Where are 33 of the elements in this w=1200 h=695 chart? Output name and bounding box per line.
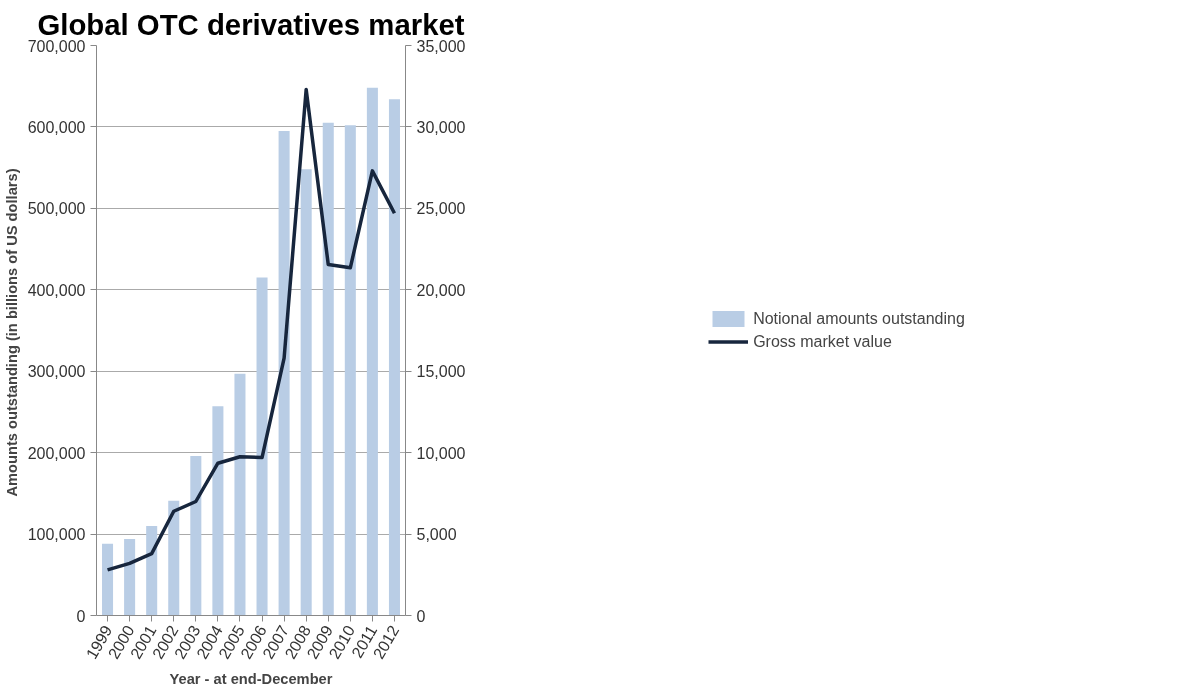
y2-tick-label: 30,000	[416, 118, 466, 136]
y-tick-label: 100,000	[27, 526, 86, 544]
bar	[322, 122, 334, 616]
y-tick-label: 600,000	[27, 118, 86, 136]
legend-label: Notional amounts outstanding	[753, 309, 965, 328]
bar	[190, 455, 202, 616]
bar	[102, 543, 114, 616]
bar	[124, 538, 136, 616]
y-tick-label: 500,000	[27, 200, 86, 218]
line-series	[105, 87, 397, 572]
y2-tick-label: 15,000	[416, 363, 466, 381]
y-tick-label: 400,000	[27, 281, 86, 299]
y2-tick-label: 20,000	[416, 281, 466, 299]
bar	[366, 87, 378, 616]
legend-label: Gross market value	[753, 332, 892, 351]
bar	[256, 277, 268, 616]
bar	[234, 373, 246, 616]
y-tick-label: 300,000	[27, 363, 86, 381]
y-axis-title: Amounts outstanding (in billions of US dollars)	[3, 168, 20, 497]
y-tick-label: 0	[76, 607, 86, 625]
bar	[212, 406, 224, 616]
bar	[300, 169, 312, 616]
y2-tick-label: 5,000	[416, 526, 457, 544]
y2-tick-label: 25,000	[416, 200, 466, 218]
y2-tick-label: 0	[416, 607, 426, 625]
y2-tick-label: 10,000	[416, 444, 466, 462]
bar	[344, 125, 356, 616]
bar	[146, 525, 158, 616]
bar	[168, 500, 180, 616]
bar	[388, 99, 400, 616]
bar	[278, 131, 290, 616]
y-tick-label: 200,000	[27, 444, 86, 462]
x-axis-title: Year - at end-December	[169, 671, 333, 688]
